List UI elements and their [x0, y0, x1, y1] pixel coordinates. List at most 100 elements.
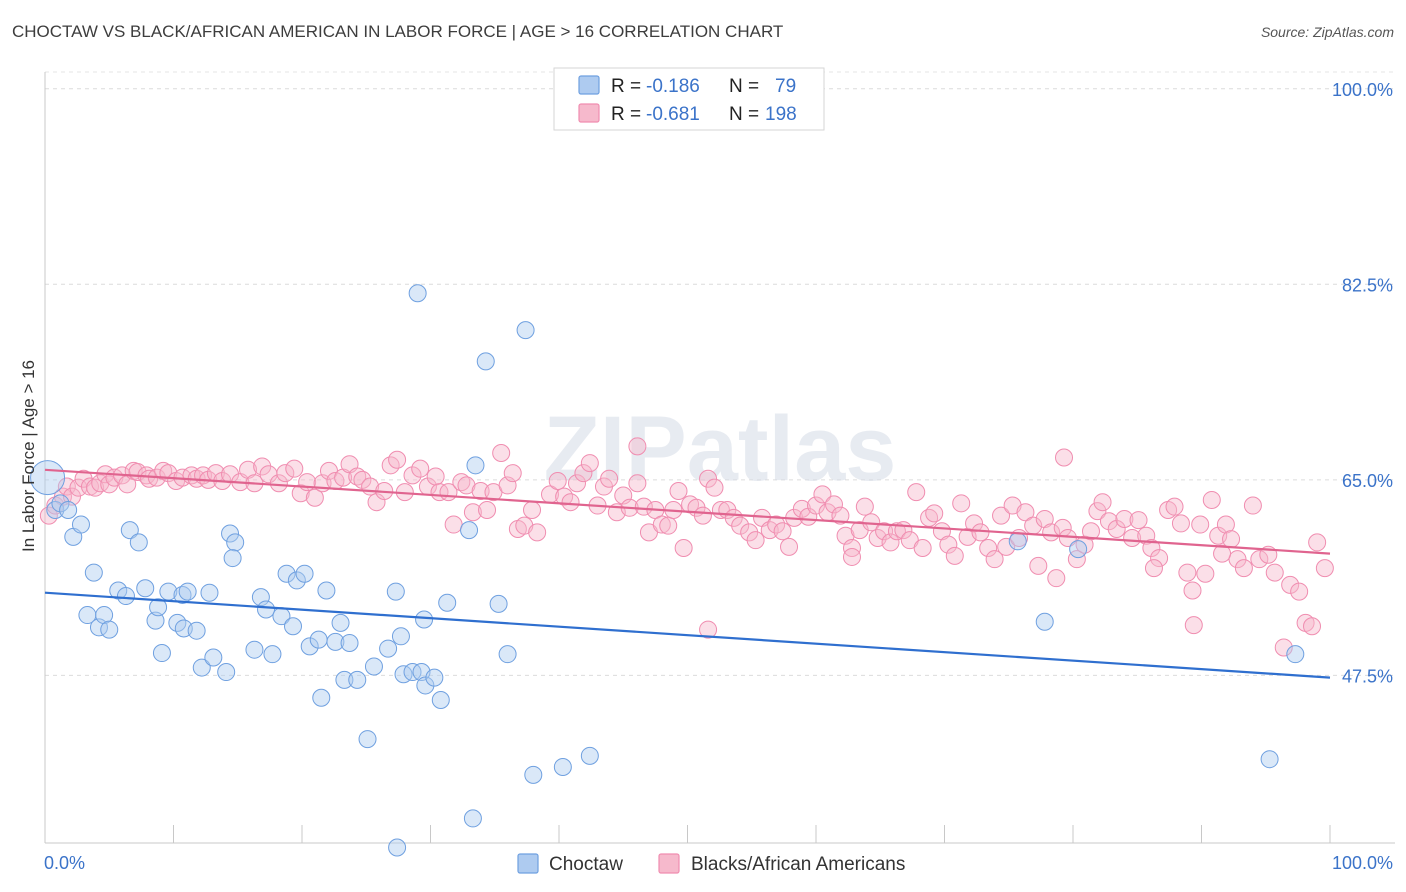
black-point	[979, 539, 998, 558]
black-point	[669, 482, 688, 501]
choctaw-point	[379, 639, 398, 658]
black-point	[580, 454, 599, 473]
black-point	[1047, 569, 1066, 588]
choctaw-point	[100, 620, 119, 639]
series-choctaw-points	[30, 284, 1305, 857]
black-point	[492, 444, 511, 463]
y-tick-label: 82.5%	[1342, 275, 1393, 295]
black-point	[1234, 559, 1253, 578]
black-point	[1099, 512, 1118, 531]
choctaw-point	[498, 645, 517, 664]
black-point	[1315, 559, 1334, 578]
black-point	[457, 476, 476, 495]
black-point	[528, 523, 547, 542]
choctaw-point	[30, 460, 66, 496]
black-point	[628, 437, 647, 456]
black-point	[426, 467, 445, 486]
choctaw-point	[120, 521, 139, 540]
legend-n-label-2: N =	[729, 104, 759, 125]
black-point	[1144, 559, 1163, 578]
black-point	[1213, 544, 1232, 563]
black-point	[411, 459, 430, 478]
black-point	[1016, 503, 1035, 522]
black-point	[57, 477, 76, 496]
black-point	[1171, 514, 1190, 533]
black-point	[548, 471, 567, 490]
black-point	[652, 515, 671, 534]
black-point	[965, 514, 984, 533]
black-point	[503, 464, 522, 483]
choctaw-point	[221, 524, 240, 543]
black-point	[444, 515, 463, 534]
black-point	[813, 485, 832, 504]
black-point	[463, 503, 482, 522]
black-point	[276, 464, 295, 483]
choctaw-point	[263, 645, 282, 664]
legend-stats: R = -0.186 N = 79 R = -0.681 N = 198	[553, 67, 825, 131]
choctaw-point	[178, 582, 197, 601]
choctaw-point	[415, 610, 434, 629]
choctaw-point	[460, 521, 479, 540]
choctaw-point	[1260, 750, 1279, 769]
black-point	[824, 495, 843, 514]
black-point	[269, 474, 288, 493]
black-point	[659, 516, 678, 535]
black-point	[1281, 575, 1300, 594]
choctaw-point	[358, 730, 377, 749]
black-point	[1216, 515, 1235, 534]
choctaw-point	[217, 663, 236, 682]
choctaw-point	[348, 670, 367, 689]
black-point	[1107, 520, 1126, 539]
black-point	[1093, 493, 1112, 512]
black-point	[348, 467, 367, 486]
choctaw-point	[1069, 540, 1088, 559]
choctaw-point	[257, 600, 276, 619]
choctaw-point	[416, 676, 435, 695]
black-point	[1178, 563, 1197, 582]
choctaw-point	[51, 494, 70, 513]
choctaw-point	[326, 632, 345, 651]
choctaw-point	[438, 593, 457, 612]
black-point	[1165, 497, 1184, 516]
legend-swatch-choctaw	[578, 75, 600, 95]
choctaw-point	[388, 838, 407, 857]
black-point	[471, 482, 490, 501]
choctaw-point	[192, 658, 211, 677]
black-point	[767, 515, 786, 534]
black-point	[1196, 564, 1215, 583]
black-point	[574, 464, 593, 483]
choctaw-point	[312, 688, 331, 707]
source-label: Source: ZipAtlas.com	[1260, 24, 1394, 40]
black-point	[887, 522, 906, 541]
choctaw-point	[466, 456, 485, 475]
choctaw-point	[146, 611, 165, 630]
choctaw-point	[391, 627, 410, 646]
choctaw-point	[173, 585, 192, 604]
choctaw-point	[335, 670, 354, 689]
black-point	[62, 487, 81, 506]
y-tick-label: 47.5%	[1342, 666, 1393, 686]
choctaw-point	[200, 583, 219, 602]
tick-labels: 47.5% 65.0% 82.5% 100.0% 0.0% 100.0%	[44, 80, 1393, 873]
choctaw-trend-line	[44, 591, 1331, 679]
legend-r-label-1: R =	[611, 76, 641, 97]
black-point	[693, 506, 712, 525]
legend-n-label-1: N =	[729, 76, 759, 97]
legend-n-value-1: 79	[775, 76, 796, 97]
choctaw-point	[300, 637, 319, 656]
black-point	[881, 533, 900, 552]
black-point	[1150, 549, 1169, 568]
black-point	[945, 546, 964, 565]
black-point	[1115, 509, 1134, 528]
black-point	[1250, 550, 1269, 569]
choctaw-point	[408, 284, 427, 303]
choctaw-point	[295, 564, 314, 583]
black-point	[1184, 616, 1203, 635]
choctaw-point	[1035, 612, 1054, 631]
black-point	[1308, 533, 1327, 552]
black-point	[1029, 556, 1048, 575]
legend-bottom-swatch-black	[658, 853, 680, 874]
choctaw-point	[129, 533, 148, 552]
black-point	[140, 469, 159, 488]
